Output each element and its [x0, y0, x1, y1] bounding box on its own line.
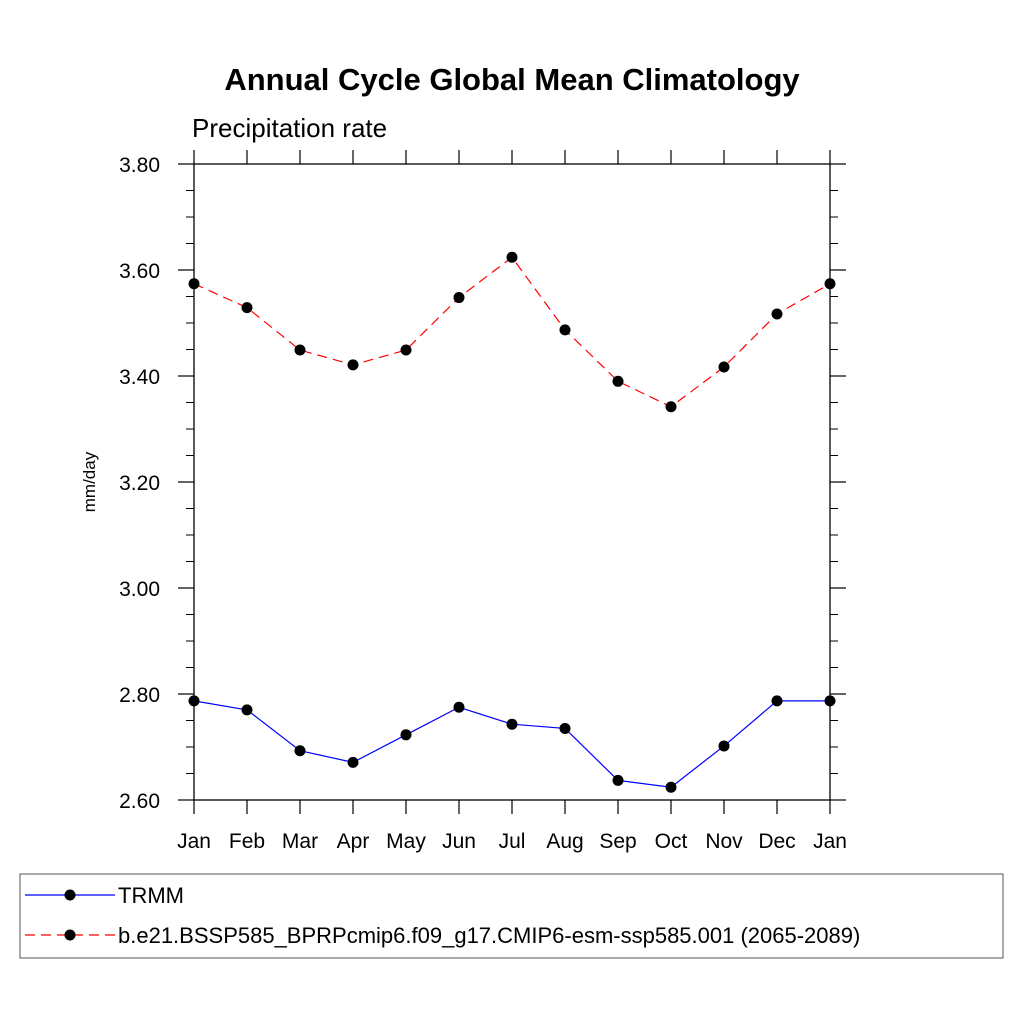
series-0-point — [294, 745, 306, 757]
x-tick-label: Jan — [177, 830, 211, 853]
legend-label-1: b.e21.BSSP585_BPRPcmip6.f09_g17.CMIP6-es… — [118, 923, 860, 948]
y-tick-label: 3.20 — [119, 472, 160, 495]
y-tick-label: 3.80 — [119, 154, 160, 177]
series-1-point — [506, 251, 518, 263]
series-1-point — [241, 302, 253, 314]
y-tick-label: 3.60 — [119, 260, 160, 283]
legend-label-0: TRMM — [118, 883, 184, 908]
series-1-point — [453, 292, 465, 304]
x-tick-label: Apr — [337, 830, 370, 853]
series-0-point — [665, 781, 677, 793]
series-1-point — [400, 344, 412, 356]
series-line-0 — [193, 700, 830, 788]
series-0-point — [453, 701, 465, 713]
legend-box — [19, 873, 1004, 959]
x-tick-label: Jul — [499, 830, 526, 853]
series-1-point — [559, 324, 571, 336]
x-tick-label: Nov — [705, 830, 743, 853]
plot-frame — [193, 163, 831, 801]
series-0-point — [347, 756, 359, 768]
y-tick-label: 3.00 — [119, 578, 160, 601]
chart-subtitle: Precipitation rate — [192, 113, 387, 143]
x-tick-label: Oct — [655, 830, 688, 853]
series-0-point — [771, 695, 783, 707]
series-layer — [188, 251, 836, 793]
series-1-point — [612, 375, 624, 387]
x-tick-label: Mar — [282, 830, 318, 853]
y-tick-label: 2.60 — [119, 790, 160, 813]
series-0-point — [506, 718, 518, 730]
series-1-point — [347, 359, 359, 371]
legend: TRMM b.e21.BSSP585_BPRPcmip6.f09_g17.CMIP… — [19, 873, 1004, 959]
series-0-point — [612, 774, 624, 786]
legend-entries: TRMM b.e21.BSSP585_BPRPcmip6.f09_g17.CMIP… — [25, 883, 860, 948]
series-1-point — [718, 361, 730, 373]
series-0-point — [718, 740, 730, 752]
series-0-point — [559, 722, 571, 734]
y-axis-label: mm/day — [80, 451, 99, 512]
x-tick-label: Aug — [546, 830, 583, 853]
y-tick-label: 3.40 — [119, 366, 160, 389]
legend-marker-1 — [64, 929, 76, 941]
series-1-point — [294, 344, 306, 356]
series-0-point — [400, 729, 412, 741]
series-1-point — [771, 308, 783, 320]
chart-title: Annual Cycle Global Mean Climatology — [224, 62, 800, 97]
x-tick-label: Sep — [599, 830, 636, 853]
x-tick-label: Feb — [229, 830, 265, 853]
axis-ticks: Jan Feb Mar Apr May Jun Jul Aug Sep Oct Nov Dec Jan 2… — [119, 150, 847, 853]
y-tick-label: 2.80 — [119, 684, 160, 707]
x-tick-label: May — [386, 830, 426, 853]
series-line-1 — [193, 256, 831, 408]
x-tick-label: Dec — [758, 830, 795, 853]
series-1-point — [665, 401, 677, 413]
series-0-point — [241, 704, 253, 716]
x-tick-label: Jun — [442, 830, 476, 853]
legend-marker-0 — [64, 889, 76, 901]
x-tick-label: Jan — [813, 830, 847, 853]
